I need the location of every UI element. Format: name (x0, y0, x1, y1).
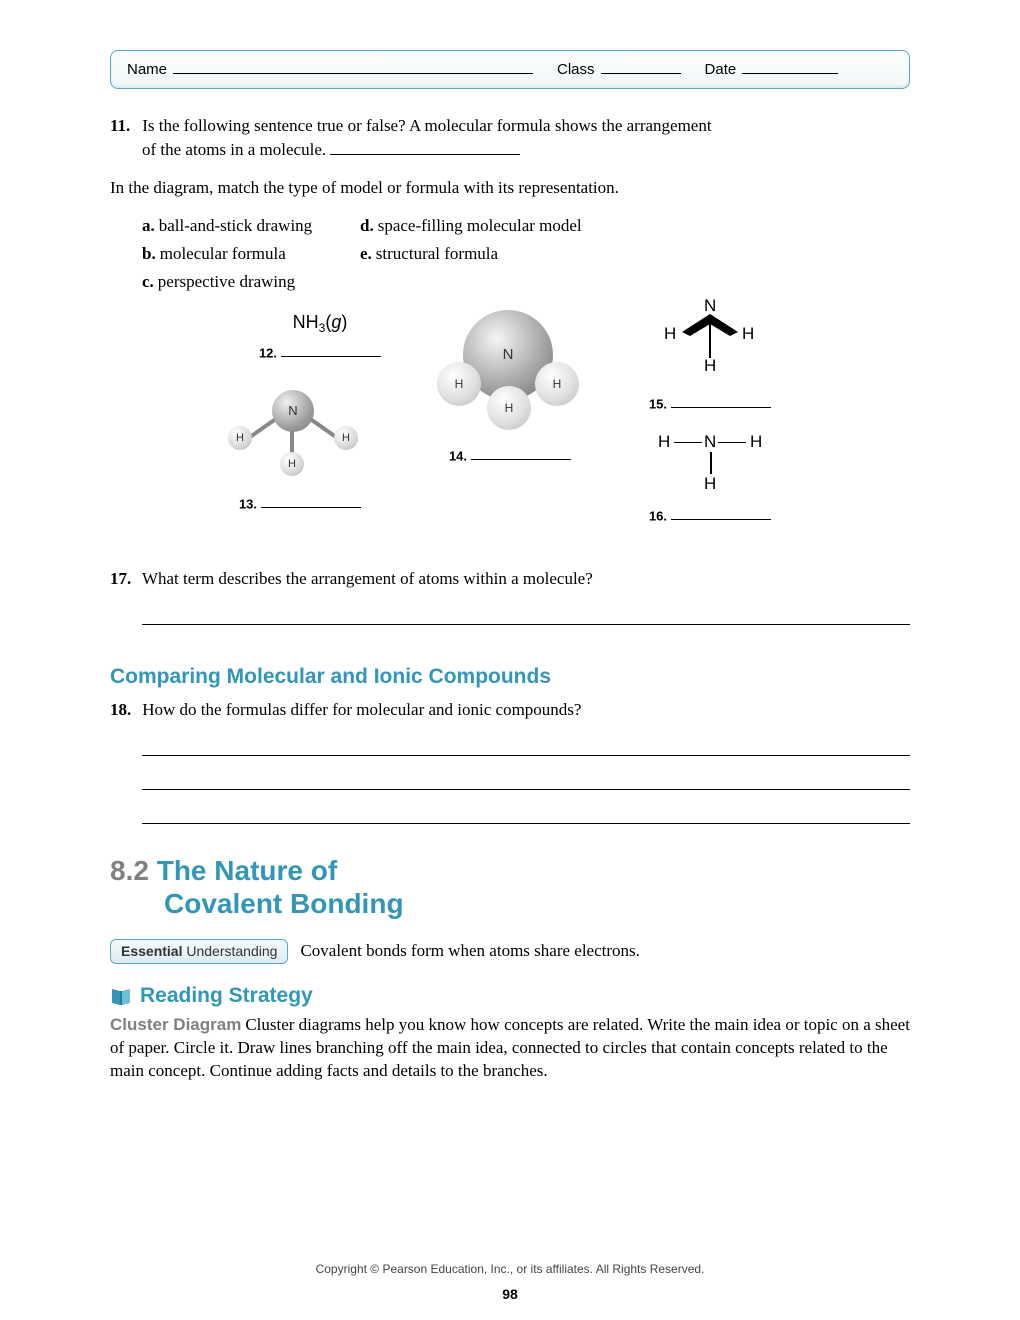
cluster-diagram-block: Cluster Diagram Cluster diagrams help yo… (110, 1014, 910, 1083)
option-d: d.space-filling molecular model (360, 212, 680, 240)
matching-intro: In the diagram, match the type of model … (110, 178, 910, 198)
page-number: 98 (0, 1286, 1020, 1302)
perspective-drawing: N H H H (640, 302, 780, 402)
question-17: 17. What term describes the arrangement … (110, 568, 910, 591)
diagram-area: NH3(g) 12. N H H H 13. (110, 302, 910, 562)
blank-14[interactable] (471, 446, 571, 460)
q18-number: 18. (110, 699, 138, 722)
q17-answer-line[interactable] (142, 609, 910, 625)
q11-blank[interactable] (330, 138, 520, 155)
question-11: 11. Is the following sentence true or fa… (110, 115, 910, 162)
structural-formula: N H H H (640, 432, 780, 512)
matching-options: a.ball-and-stick drawing b.molecular for… (110, 212, 910, 296)
q18-text: How do the formulas differ for molecular… (142, 700, 581, 719)
q18-answer-line-1[interactable] (142, 740, 910, 756)
header-fields: Name Class Date (110, 50, 910, 89)
molecular-formula: NH3(g) (230, 312, 410, 335)
option-c: c.perspective drawing (110, 268, 360, 296)
q18-answer-line-3[interactable] (142, 808, 910, 824)
q11-number: 11. (110, 115, 138, 138)
essential-understanding-badge: Essential Understanding (110, 939, 288, 964)
option-b: b.molecular formula (110, 240, 360, 268)
section-8-2-title: 8.2 The Nature of Covalent Bonding (110, 854, 910, 921)
class-label: Class (557, 61, 595, 78)
blank-12[interactable] (281, 343, 381, 357)
label-14: 14. (449, 448, 467, 463)
date-blank[interactable] (742, 59, 838, 74)
essential-understanding-row: Essential Understanding Covalent bonds f… (110, 939, 910, 964)
book-icon (110, 985, 132, 1007)
blank-13[interactable] (261, 494, 361, 508)
option-a: a.ball-and-stick drawing (110, 212, 360, 240)
q11-text-a: Is the following sentence true or false?… (142, 116, 711, 135)
date-label: Date (705, 61, 737, 78)
option-e: e.structural formula (360, 240, 680, 268)
class-blank[interactable] (601, 59, 681, 74)
copyright-text: Copyright © Pearson Education, Inc., or … (0, 1262, 1020, 1276)
ball-and-stick-model: N H H H (210, 372, 370, 492)
question-18: 18. How do the formulas differ for molec… (110, 699, 910, 722)
name-blank[interactable] (173, 59, 533, 74)
cluster-diagram-heading: Cluster Diagram (110, 1015, 241, 1034)
q17-text: What term describes the arrangement of a… (142, 569, 593, 588)
q18-answer-line-2[interactable] (142, 774, 910, 790)
essential-understanding-text: Covalent bonds form when atoms share ele… (300, 941, 639, 961)
name-label: Name (127, 61, 167, 78)
reading-strategy-row: Reading Strategy (110, 984, 910, 1008)
q11-text-b: of the atoms in a molecule. (142, 140, 326, 159)
q17-number: 17. (110, 568, 138, 591)
label-13: 13. (239, 496, 257, 511)
label-12: 12. (259, 345, 277, 360)
reading-strategy-heading: Reading Strategy (140, 984, 313, 1008)
section-comparing-heading: Comparing Molecular and Ionic Compounds (110, 665, 910, 689)
space-filling-model: N H H H (425, 306, 595, 446)
